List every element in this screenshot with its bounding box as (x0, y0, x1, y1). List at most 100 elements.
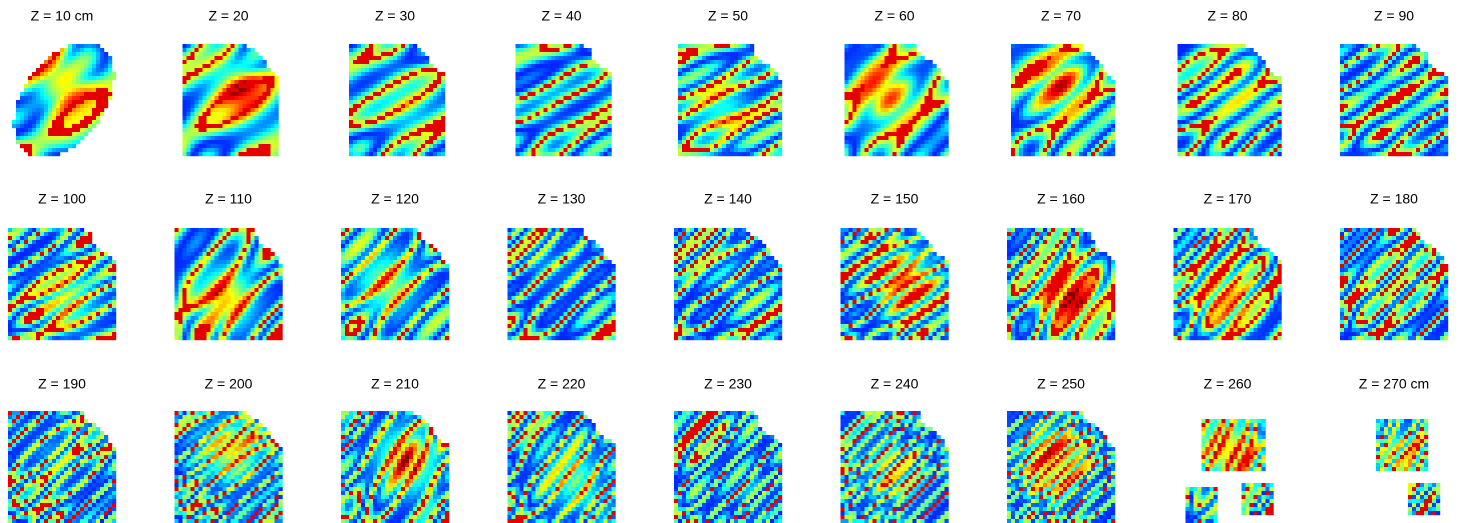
pixel (515, 128, 520, 133)
pixel (758, 60, 763, 65)
pixel (742, 124, 747, 129)
pixel (852, 52, 857, 57)
pixel (40, 80, 45, 85)
pixel (24, 112, 29, 117)
pixel (1257, 100, 1262, 105)
pixel (182, 76, 187, 81)
pixel (80, 60, 85, 65)
pixel (848, 64, 853, 69)
pixel (746, 96, 751, 101)
pixel (1103, 152, 1108, 157)
pixel (238, 44, 243, 49)
pixel (1067, 76, 1072, 81)
pixel (884, 112, 889, 117)
pixel (234, 152, 239, 157)
pixel (1027, 96, 1032, 101)
pixel (1273, 100, 1278, 105)
pixel (686, 72, 691, 77)
pixel (206, 116, 211, 121)
pixel (535, 64, 540, 69)
pixel (365, 148, 370, 153)
pixel (206, 100, 211, 105)
pixel (607, 116, 612, 121)
pixel (714, 52, 719, 57)
pixel (198, 124, 203, 129)
pixel (1043, 88, 1048, 93)
pixel (76, 120, 81, 125)
pixel (750, 112, 755, 117)
pixel (539, 152, 544, 157)
pixel (924, 60, 929, 65)
pixel (896, 56, 901, 61)
pixel (583, 104, 588, 109)
pixel (238, 68, 243, 73)
pixel (96, 112, 101, 117)
pixel (726, 112, 731, 117)
pixel (56, 136, 61, 141)
pixel (186, 136, 191, 141)
pixel (64, 148, 69, 153)
pixel (92, 52, 97, 57)
pixel (234, 72, 239, 77)
pixel (1079, 148, 1084, 153)
pixel (868, 88, 873, 93)
pixel (710, 52, 715, 57)
pixel (694, 136, 699, 141)
pixel (543, 72, 548, 77)
pixel (353, 112, 358, 117)
pixel (202, 48, 207, 53)
pixel (678, 52, 683, 57)
pixel (908, 104, 913, 109)
pixel (706, 100, 711, 105)
pixel (1047, 96, 1052, 101)
pixel (1221, 96, 1226, 101)
pixel (226, 60, 231, 65)
pixel (860, 104, 865, 109)
pixel (425, 136, 430, 141)
pixel (936, 128, 941, 133)
pixel (401, 140, 406, 145)
pixel (722, 140, 727, 145)
pixel (44, 68, 49, 73)
pixel (1111, 80, 1116, 85)
pixel (694, 120, 699, 125)
pixel (1095, 64, 1100, 69)
pixel (182, 80, 187, 85)
pixel (848, 140, 853, 145)
pixel (234, 52, 239, 57)
pixel (1241, 84, 1246, 89)
pixel (884, 60, 889, 65)
pixel (1051, 88, 1056, 93)
pixel (559, 148, 564, 153)
pixel (1269, 104, 1274, 109)
pixel (250, 132, 255, 137)
pixel (1011, 64, 1016, 69)
pixel (417, 124, 422, 129)
pixel (72, 88, 77, 93)
pixel (880, 140, 885, 145)
pixel (908, 52, 913, 57)
pixel (730, 152, 735, 157)
pixel (421, 88, 426, 93)
pixel (702, 56, 707, 61)
pixel (234, 68, 239, 73)
pixel (40, 120, 45, 125)
pixel (1189, 108, 1194, 113)
pixel (441, 132, 446, 137)
pixel (912, 104, 917, 109)
pixel (218, 152, 223, 157)
pixel (226, 144, 231, 149)
pixel (1063, 68, 1068, 73)
pixel (543, 84, 548, 89)
pixel (1071, 92, 1076, 97)
pixel (904, 140, 909, 145)
pixel (920, 144, 925, 149)
pixel (369, 96, 374, 101)
pixel (762, 128, 767, 133)
pixel (1019, 104, 1024, 109)
pixel (389, 96, 394, 101)
pixel (389, 60, 394, 65)
pixel (96, 80, 101, 85)
pixel (571, 144, 576, 149)
pixel (567, 76, 572, 81)
